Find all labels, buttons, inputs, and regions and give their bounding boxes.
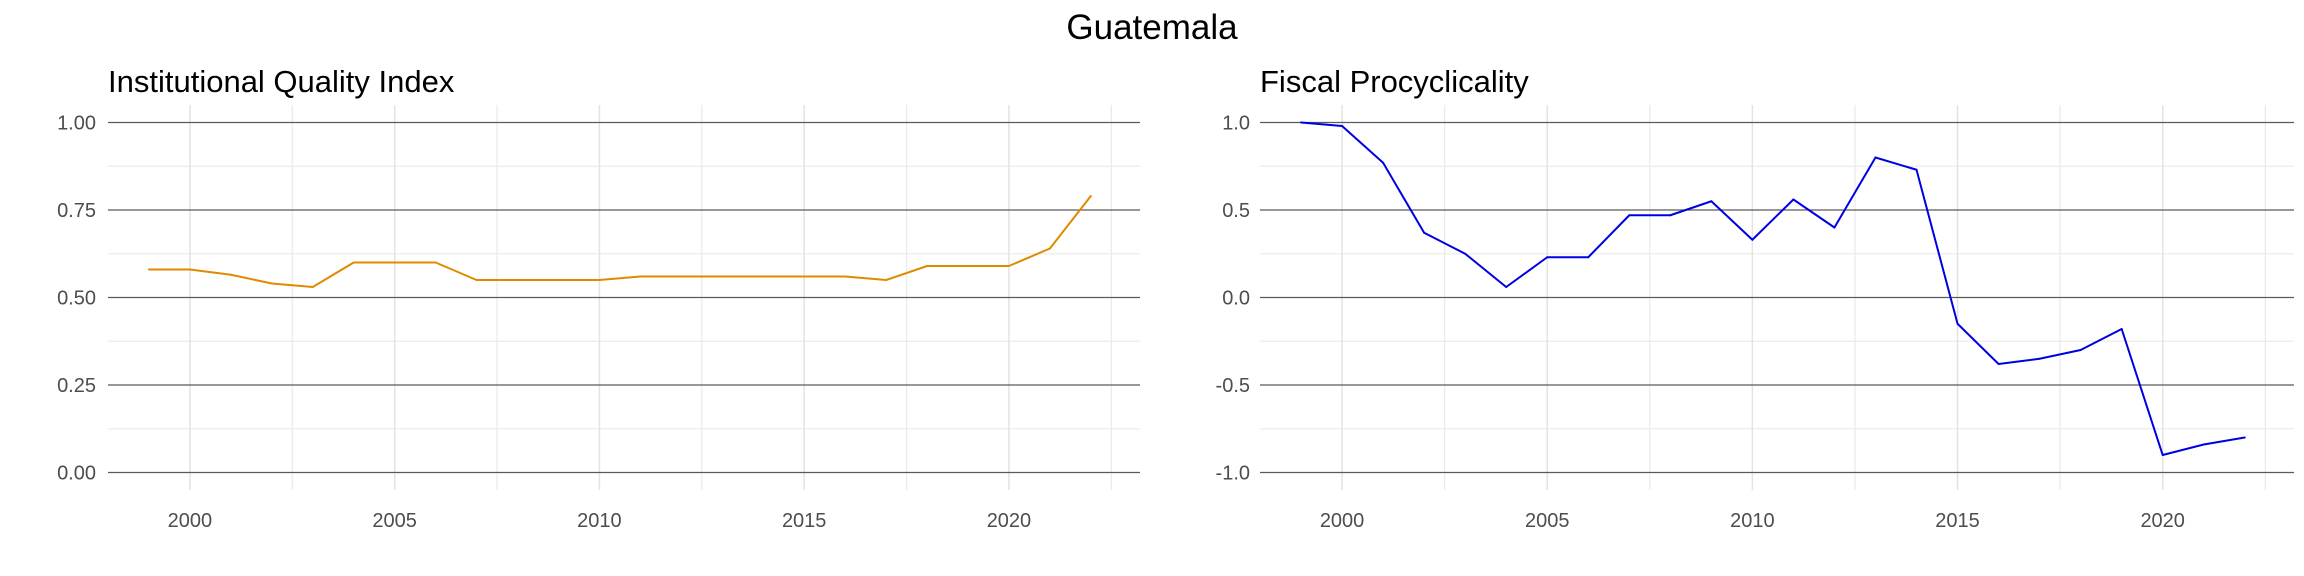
x-tick-label: 2000: [1320, 510, 1365, 532]
x-tick-label: 2020: [987, 510, 1032, 532]
chart-title: Institutional Quality Index: [108, 64, 455, 99]
data-point: [1792, 198, 1795, 201]
chart-panel-1: Institutional Quality Index 0.00 0.25 0.50 0…: [57, 64, 1140, 532]
data-point: [885, 279, 888, 281]
data-point: [311, 286, 314, 288]
data-point: [1710, 200, 1713, 203]
data-point: [1048, 247, 1051, 250]
data-point: [721, 275, 724, 278]
data-point: [1874, 156, 1877, 159]
series-line-1: [148, 195, 1092, 288]
data-point: [1089, 195, 1092, 197]
data-point: [475, 279, 478, 281]
x-tick-label: 2015: [782, 510, 827, 532]
data-point: [1300, 121, 1303, 124]
data-point: [2038, 357, 2041, 360]
y-tick-label: 0.75: [57, 200, 96, 222]
data-point: [1382, 161, 1385, 164]
data-point: [1833, 226, 1836, 229]
y-tick-label: 0.0: [1222, 288, 1250, 310]
data-point: [557, 279, 560, 281]
y-tick-label: 0.25: [57, 375, 96, 397]
data-point: [1915, 168, 1918, 171]
data-point: [639, 275, 642, 278]
data-point: [1956, 322, 1959, 325]
y-tick-label: -1.0: [1216, 463, 1250, 485]
data-point: [393, 261, 396, 264]
data-point: [803, 275, 806, 278]
y-tick-label: -0.5: [1216, 375, 1250, 397]
x-tick-label: 2005: [372, 510, 417, 532]
chart-title: Fiscal Procyclicality: [1260, 64, 1529, 99]
data-point: [1007, 265, 1010, 267]
data-point: [229, 273, 232, 276]
data-point: [1423, 231, 1426, 234]
chart-panel-2: Fiscal Procyclicality -1.0 -0.5 0.0 0.5 1.0 20…: [1216, 64, 2294, 532]
data-point: [598, 279, 601, 281]
y-tick-label: 0.5: [1222, 200, 1250, 222]
data-point: [1628, 214, 1631, 217]
data-point: [352, 261, 355, 264]
data-point: [516, 279, 519, 281]
data-point: [2079, 349, 2082, 351]
data-point: [2161, 454, 2164, 456]
data-point: [1546, 256, 1549, 259]
data-point: [2202, 443, 2205, 446]
y-tick-label: 0.50: [57, 288, 96, 310]
data-point: [2243, 436, 2246, 439]
data-point: [1997, 363, 2000, 365]
data-point: [1751, 238, 1754, 241]
data-point: [1341, 125, 1344, 127]
data-point: [1505, 286, 1508, 288]
y-tick-label: 1.00: [57, 113, 96, 135]
y-tick-label: 1.0: [1222, 113, 1250, 135]
data-point: [762, 275, 765, 278]
data-point: [147, 268, 150, 271]
x-tick-label: 2020: [2140, 510, 2185, 532]
data-point: [926, 265, 929, 267]
data-point: [844, 275, 847, 278]
x-tick-label: 2005: [1525, 510, 1570, 532]
data-point: [680, 275, 683, 278]
x-tick-label: 2015: [1935, 510, 1980, 532]
data-point: [1669, 214, 1672, 217]
data-point: [2120, 328, 2123, 330]
data-point: [1464, 252, 1467, 255]
x-tick-label: 2010: [1730, 510, 1775, 532]
data-point: [188, 268, 191, 271]
x-tick-label: 2010: [577, 510, 622, 532]
y-tick-label: 0.00: [57, 463, 96, 485]
figure-title: Guatemala: [1066, 8, 1238, 47]
data-point: [967, 265, 969, 267]
data-point: [270, 282, 273, 285]
x-tick-label: 2000: [168, 510, 213, 532]
data-point: [1587, 256, 1590, 259]
data-point: [434, 261, 437, 264]
series-line-1: [1300, 121, 2245, 456]
